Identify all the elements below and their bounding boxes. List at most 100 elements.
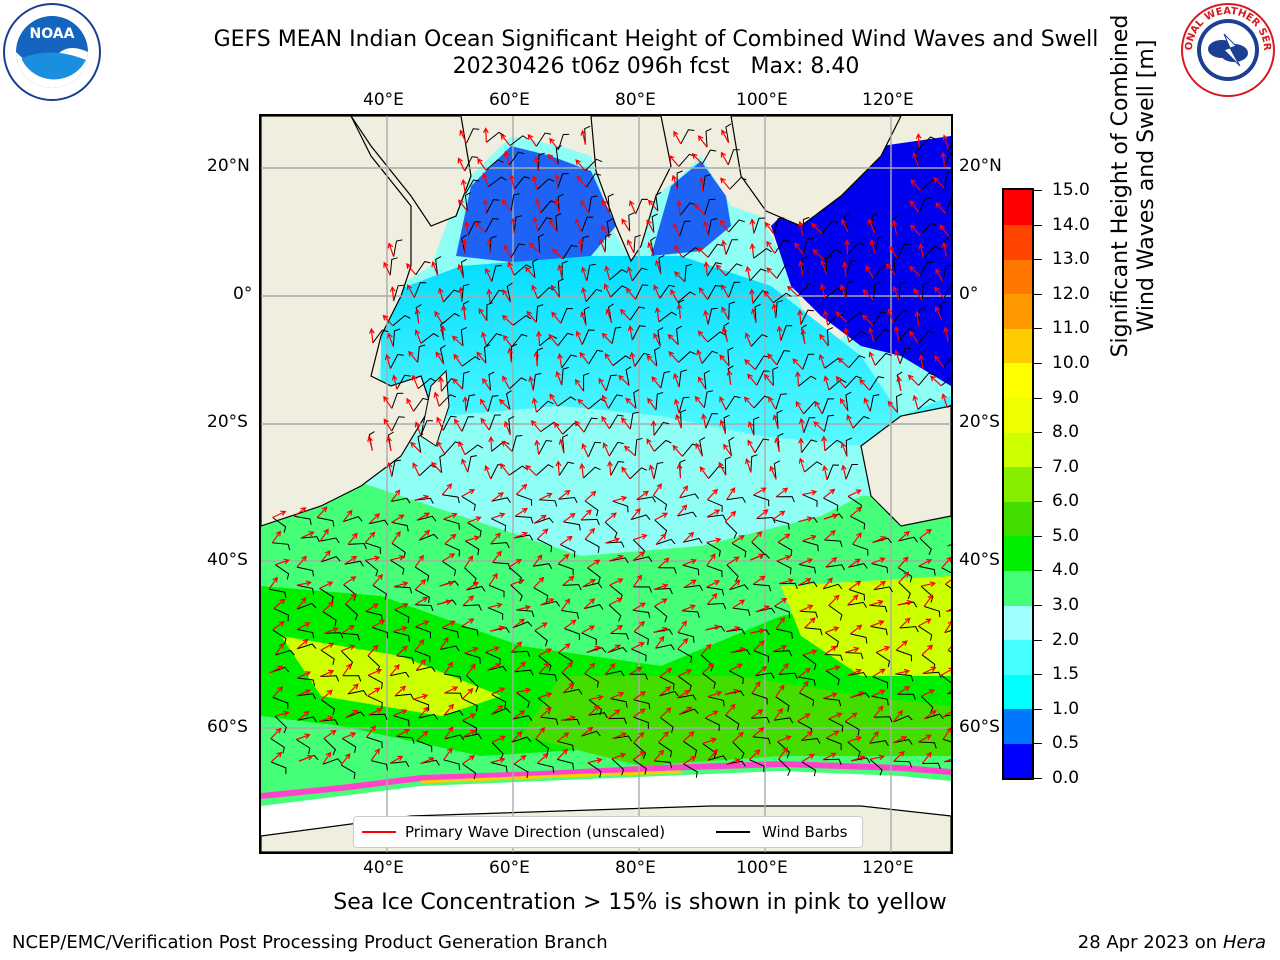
wave-direction-swatch xyxy=(362,831,396,833)
wind-barb xyxy=(584,538,600,553)
wave-direction-arrow xyxy=(908,265,921,277)
wind-barb xyxy=(731,649,751,656)
wave-direction-arrow xyxy=(342,509,353,523)
wind-barb xyxy=(826,737,842,750)
wave-direction-arrow xyxy=(895,668,911,675)
wind-barb xyxy=(679,708,699,715)
wind-barb xyxy=(612,735,633,742)
wave-direction-arrow xyxy=(440,325,446,341)
wind-barb xyxy=(701,149,717,165)
wind-barb xyxy=(605,374,617,392)
wave-direction-arrow xyxy=(574,218,583,233)
wind-barb xyxy=(918,197,932,213)
wind-barb xyxy=(873,329,891,343)
wind-barb xyxy=(893,739,913,745)
wave-direction-arrow xyxy=(682,558,697,566)
wave-direction-arrow xyxy=(540,706,552,718)
colorbar-segment xyxy=(1004,501,1032,537)
wave-direction-arrow xyxy=(345,593,357,605)
lat-tick-right-0: 0° xyxy=(959,284,979,304)
wave-direction-arrow xyxy=(825,665,841,672)
wave-direction-arrow xyxy=(460,304,467,320)
wind-barb xyxy=(320,537,340,544)
wind-barb xyxy=(391,497,411,504)
wind-barb xyxy=(462,604,482,611)
wind-barb xyxy=(560,307,573,324)
wave-direction-arrow xyxy=(577,398,589,410)
wind-barb xyxy=(726,760,746,767)
wind-barb xyxy=(535,738,550,755)
wind-barb xyxy=(371,626,388,639)
wave-direction-arrow xyxy=(626,266,633,282)
wave-direction-arrow xyxy=(414,494,430,501)
wave-direction-arrow xyxy=(418,529,431,541)
wind-barb xyxy=(368,713,388,720)
wind-barb xyxy=(750,716,770,724)
wave-direction-arrow xyxy=(792,358,804,370)
wind-barb xyxy=(725,123,732,143)
wind-barb xyxy=(632,609,651,619)
wave-direction-arrow xyxy=(557,264,564,280)
wind-barb xyxy=(631,648,647,662)
wave-direction-arrow xyxy=(437,287,444,303)
wave-direction-arrow xyxy=(444,533,457,545)
wave-direction-arrow xyxy=(822,464,828,481)
wind-barb xyxy=(898,328,915,342)
wind-barb xyxy=(560,544,576,558)
wind-barb xyxy=(444,543,461,557)
wind-barb xyxy=(393,631,410,642)
colorbar-tick-label: 13.0 xyxy=(1052,249,1090,270)
wave-direction-arrow xyxy=(847,489,862,497)
wind-barb xyxy=(677,648,693,663)
wave-direction-arrow xyxy=(414,329,422,344)
wave-direction-arrow xyxy=(719,354,730,367)
wave-direction-arrow xyxy=(659,707,672,719)
wind-barb xyxy=(390,559,405,575)
wind-barb xyxy=(513,176,531,190)
wind-barb xyxy=(296,643,317,650)
wind-barb xyxy=(917,398,936,410)
wind-barb xyxy=(635,198,648,215)
wind-barb xyxy=(778,672,798,679)
wind-barb xyxy=(538,439,553,455)
wind-barb xyxy=(682,564,700,576)
wind-barb xyxy=(557,133,570,151)
wave-direction-arrow xyxy=(367,668,383,676)
wave-direction-arrow xyxy=(701,413,707,429)
wave-direction-arrow xyxy=(673,130,682,145)
wave-direction-arrow xyxy=(480,398,489,412)
wave-direction-arrow xyxy=(820,259,827,275)
wave-direction-arrow xyxy=(869,754,885,761)
wave-direction-arrow xyxy=(463,220,470,237)
wave-direction-arrow xyxy=(726,758,741,765)
wave-direction-arrow xyxy=(887,308,894,323)
wave-direction-arrow xyxy=(892,285,900,301)
wave-direction-arrow xyxy=(536,528,549,540)
wave-direction-arrow xyxy=(822,577,833,590)
wave-direction-arrow xyxy=(383,418,393,432)
wave-direction-arrow xyxy=(672,444,683,457)
wave-direction-arrow xyxy=(697,246,709,258)
wave-direction-arrow xyxy=(601,199,611,213)
wind-barb xyxy=(296,739,311,755)
wind-barb xyxy=(607,646,628,653)
wave-direction-arrow xyxy=(382,314,394,327)
wave-direction-arrow xyxy=(534,198,541,214)
wind-barb xyxy=(607,303,614,323)
wave-direction-arrow xyxy=(459,129,467,144)
wind-barb xyxy=(555,212,562,233)
wind-barb xyxy=(869,740,889,747)
wave-direction-arrow xyxy=(584,490,597,502)
wind-barb xyxy=(485,651,501,665)
wind-barb xyxy=(464,179,480,195)
colorbar-segment xyxy=(1004,259,1032,295)
wind-barb xyxy=(562,688,583,695)
wind-barb xyxy=(752,290,769,304)
wind-barb xyxy=(607,394,623,409)
wave-direction-arrow xyxy=(802,534,817,542)
wave-direction-arrow xyxy=(610,624,624,634)
wave-direction-arrow xyxy=(821,435,828,451)
wind-barb xyxy=(392,328,401,347)
wave-direction-arrow xyxy=(558,489,571,500)
wave-direction-arrow xyxy=(658,686,672,697)
